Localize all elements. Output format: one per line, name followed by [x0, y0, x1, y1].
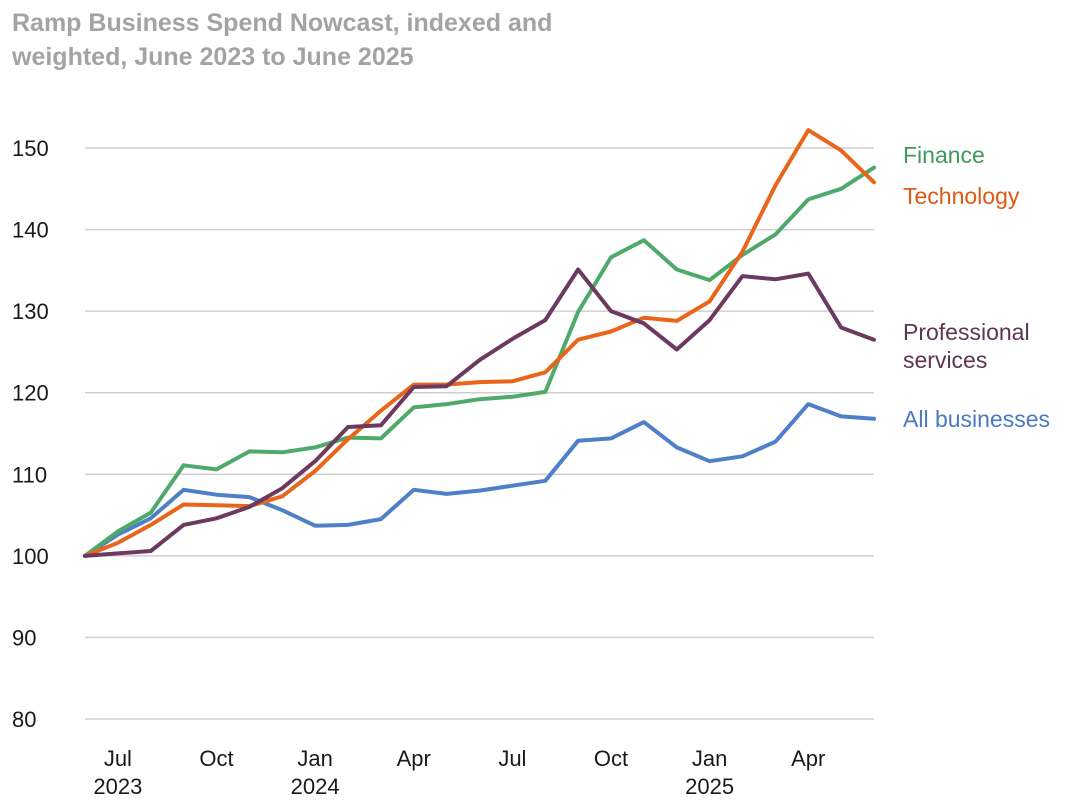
- series-line-professional: [83, 267, 876, 558]
- legend: Finance Technology Professional services All…: [903, 142, 1050, 432]
- y-tick-label: 140: [12, 218, 49, 243]
- x-tick-month-label: Jan: [692, 746, 727, 771]
- y-tick-label: 90: [12, 625, 36, 650]
- legend-label-line: services: [903, 347, 987, 373]
- y-tick-label: 150: [12, 136, 49, 161]
- gridlines: [85, 147, 874, 720]
- chart-title: Ramp Business Spend Nowcast, indexed and…: [12, 9, 553, 71]
- x-tick-month-label: Oct: [199, 746, 233, 771]
- y-tick-label: 110: [12, 462, 47, 487]
- series-line-all: [83, 402, 876, 558]
- legend-label-technology: Technology: [903, 183, 1020, 209]
- legend-label-professional: Professional services: [903, 319, 1030, 373]
- legend-label-finance: Finance: [903, 142, 985, 168]
- x-tick-month-label: Jul: [498, 746, 526, 771]
- series-line-technology: [83, 128, 876, 558]
- x-tick-year-label: 2025: [685, 774, 734, 799]
- x-tick-year-label: 2024: [291, 774, 340, 799]
- x-tick-year-label: 2023: [93, 774, 142, 799]
- x-tick-month-label: Apr: [791, 746, 825, 771]
- series-lines: [83, 128, 876, 558]
- y-tick-label: 130: [12, 299, 49, 324]
- x-axis-ticks: Jul 2023 Oct Jan 2024 Apr Jul Oct Jan 2025 Apr: [93, 746, 825, 799]
- x-tick-month-label: Jul: [104, 746, 132, 771]
- y-axis-ticks: 80 90 100 110 120 130 140 150: [12, 136, 49, 732]
- legend-label-all: All businesses: [903, 406, 1050, 432]
- x-tick-month-label: Apr: [397, 746, 431, 771]
- y-tick-label: 80: [12, 707, 36, 732]
- y-tick-label: 120: [12, 381, 49, 406]
- x-tick-month-label: Jan: [297, 746, 332, 771]
- y-tick-label: 100: [12, 544, 49, 569]
- x-tick-month-label: Oct: [594, 746, 628, 771]
- legend-label-line: Professional: [903, 319, 1030, 345]
